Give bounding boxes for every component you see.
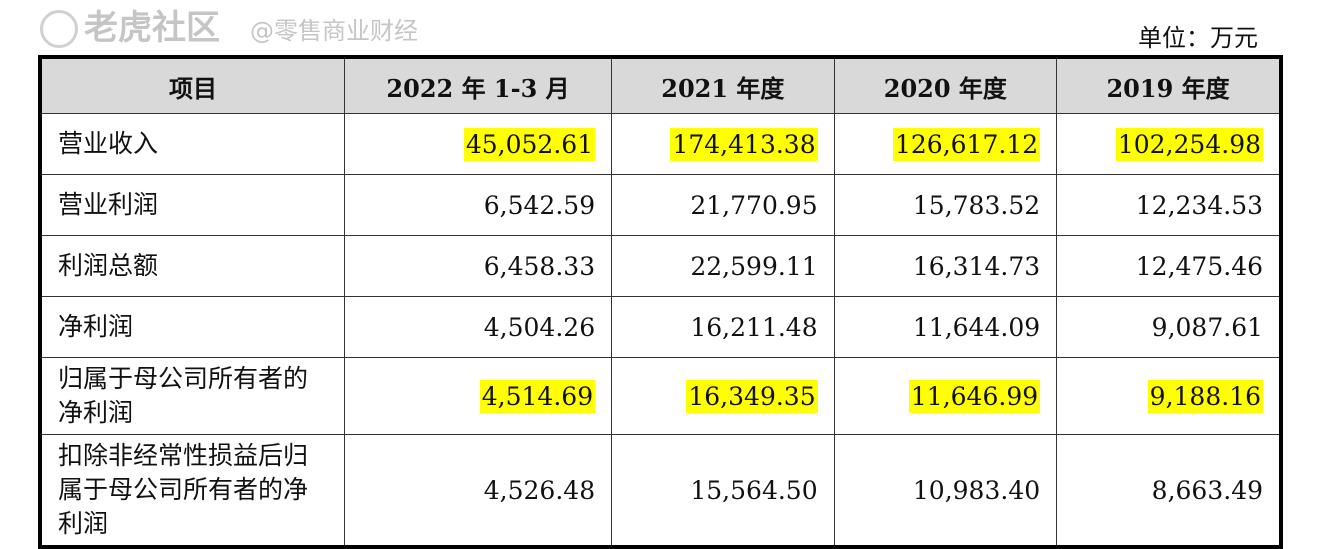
row-label: 归属于母公司所有者的净利润 (39, 357, 345, 435)
table-row: 净利润 4,504.26 16,211.48 11,644.09 9,087.61 (39, 296, 1282, 358)
column-header: 2021 年度 (611, 56, 835, 114)
cell-value: 16,314.73 (912, 251, 1041, 281)
cell-value: 6,458.33 (483, 251, 596, 281)
column-header: 2022 年 1-3 月 (343, 56, 613, 114)
row-label: 净利润 (39, 296, 345, 358)
value-cell: 11,644.09 (833, 296, 1058, 358)
watermark-text: 老虎社区 (84, 8, 220, 48)
cell-value: 174,413.38 (670, 127, 818, 161)
cell-value: 6,542.59 (483, 190, 596, 220)
row-label: 利润总额 (39, 235, 345, 297)
cell-value: 4,504.26 (483, 312, 596, 342)
column-header: 2019 年度 (1056, 56, 1282, 114)
column-header: 2020 年度 (833, 56, 1058, 114)
table-body: 营业收入 45,052.61 174,413.38 126,617.12 102,254… (39, 113, 1282, 548)
cell-value: 11,646.99 (908, 379, 1041, 413)
cell-value: 10,983.40 (912, 475, 1041, 505)
value-cell: 22,599.11 (611, 235, 835, 297)
cell-value: 16,211.48 (690, 312, 818, 342)
value-cell: 4,526.48 (343, 434, 613, 548)
value-cell: 21,770.95 (611, 174, 835, 236)
row-label: 扣除非经常性损益后归属于母公司所有者的净利润 (39, 434, 345, 548)
unit-label: 单位：万元 (1138, 24, 1258, 52)
header-row: 项目 2022 年 1-3 月 2021 年度 2020 年度 2019 年度 (39, 56, 1282, 114)
cell-value: 102,254.98 (1115, 127, 1263, 161)
cell-value: 4,514.69 (479, 379, 596, 413)
cell-value: 4,526.48 (483, 475, 596, 505)
financial-table: 项目 2022 年 1-3 月 2021 年度 2020 年度 2019 年度 营业收入… (38, 55, 1283, 549)
value-cell: 174,413.38 (611, 113, 835, 175)
value-cell: 12,475.46 (1056, 235, 1282, 297)
column-header: 项目 (39, 56, 345, 114)
value-cell: 45,052.61 (343, 113, 613, 175)
table-row: 营业利润 6,542.59 21,770.95 15,783.52 12,234.53 (39, 174, 1282, 236)
cell-value: 8,663.49 (1151, 475, 1263, 505)
cell-value: 21,770.95 (690, 190, 818, 220)
table-row: 扣除非经常性损益后归属于母公司所有者的净利润 4,526.48 15,564.50 1… (39, 434, 1282, 548)
cell-value: 45,052.61 (463, 127, 596, 161)
table-row: 营业收入 45,052.61 174,413.38 126,617.12 102,254… (39, 113, 1282, 175)
cell-value: 12,475.46 (1135, 251, 1263, 281)
cell-value: 12,234.53 (1135, 190, 1263, 220)
cell-value: 9,188.16 (1147, 379, 1263, 413)
table-row: 利润总额 6,458.33 22,599.11 16,314.73 12,475.46 (39, 235, 1282, 297)
cell-value: 22,599.11 (690, 251, 818, 281)
value-cell: 6,458.33 (343, 235, 613, 297)
value-cell: 8,663.49 (1056, 434, 1282, 548)
value-cell: 16,211.48 (611, 296, 835, 358)
watermark-logo-icon (40, 10, 78, 48)
row-label: 营业利润 (39, 174, 345, 236)
value-cell: 6,542.59 (343, 174, 613, 236)
value-cell: 10,983.40 (833, 434, 1058, 548)
cell-value: 15,783.52 (912, 190, 1041, 220)
cell-value: 11,644.09 (912, 312, 1041, 342)
value-cell: 16,349.35 (611, 357, 835, 435)
value-cell: 126,617.12 (833, 113, 1058, 175)
cell-value: 15,564.50 (690, 475, 818, 505)
row-label: 营业收入 (39, 113, 345, 175)
value-cell: 9,087.61 (1056, 296, 1282, 358)
cell-value: 126,617.12 (892, 127, 1041, 161)
value-cell: 15,783.52 (833, 174, 1058, 236)
value-cell: 11,646.99 (833, 357, 1058, 435)
table-row: 归属于母公司所有者的净利润 4,514.69 16,349.35 11,646.99 9… (39, 357, 1282, 435)
cell-value: 16,349.35 (686, 379, 818, 413)
value-cell: 4,514.69 (343, 357, 613, 435)
value-cell: 12,234.53 (1056, 174, 1282, 236)
value-cell: 15,564.50 (611, 434, 835, 548)
watermark-author: @零售商业财经 (250, 17, 418, 45)
value-cell: 102,254.98 (1056, 113, 1282, 175)
cell-value: 9,087.61 (1151, 312, 1263, 342)
value-cell: 16,314.73 (833, 235, 1058, 297)
value-cell: 9,188.16 (1056, 357, 1282, 435)
value-cell: 4,504.26 (343, 296, 613, 358)
